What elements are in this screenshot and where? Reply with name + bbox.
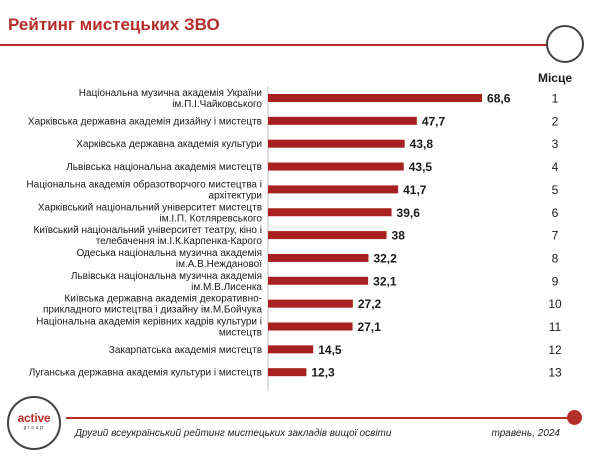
bar [268,116,417,125]
value-label: 38 [392,229,406,243]
rank-label: 3 [552,137,559,151]
category-label: Київський національний університет театр… [34,225,263,247]
rank-label: 9 [552,274,559,288]
category-label-line: Національна академія керівних кадрів кул… [36,317,262,328]
value-label: 27,2 [358,297,382,311]
category-label: Закарпатська академія мистецтв [109,345,262,356]
category-label-line: Київський національний університет театр… [34,225,262,236]
bar [268,368,307,377]
rank-label: 1 [552,92,559,106]
category-label: Київська державна академія декоративно-п… [43,294,262,316]
value-label: 32,1 [373,274,397,288]
rank-label: 8 [552,251,559,265]
category-label-line: ім.А.В.Нежданової [176,259,262,270]
value-label: 43,5 [409,160,433,174]
rank-column-header: Місце [537,71,573,85]
bar [268,162,404,171]
category-label-line: Національна музична академія України [79,88,262,99]
rank-label: 2 [552,114,559,128]
category-label: Національна академія образотворчого мист… [26,178,262,201]
active-group-logo: active group [7,396,61,450]
category-label-line: Київська державна академія декоративно- [64,294,262,305]
bar [268,322,353,331]
category-label: Харківська державна академія дизайну і м… [28,116,262,127]
value-label: 32,2 [373,251,397,265]
category-label-line: Львівська національна музична академія [71,271,262,282]
category-label-line: Одеська національна музична академія [76,248,262,259]
bar [268,231,387,240]
rank-label: 13 [548,366,562,380]
category-label-line: ім.П.І.Чайковського [172,99,262,110]
value-label: 43,8 [410,137,434,151]
category-label: Національна академія керівних кадрів кул… [36,317,262,339]
page-title: Рейтинг мистецьких ЗВО [8,15,220,34]
footer-divider [66,417,570,419]
value-label: 47,7 [422,114,446,128]
category-label-line: ім.І.П. Котляревського [159,213,262,224]
rank-label: 5 [552,183,559,197]
value-label: 27,1 [358,320,382,334]
category-label-line: Харківський національний університет мис… [38,202,262,213]
category-label-line: прикладного мистецтва і дизайну ім.М.Бой… [43,305,262,316]
bar [268,185,399,194]
bar [268,299,353,308]
bar [268,208,392,217]
value-label: 39,6 [397,206,421,220]
footer-caption: Другий всеукраїнський рейтинг мистецьких… [75,428,392,439]
rank-label: 4 [552,160,559,174]
value-label: 14,5 [318,343,342,357]
category-label: Харківський національний університет мис… [38,202,263,224]
category-label: Національна музична академія України ім.П… [79,88,263,110]
bar [268,139,405,148]
rank-label: 11 [549,320,562,334]
bar [268,276,369,285]
category-label: Львівська національна академія мистецтв [66,162,262,173]
header-divider [0,44,548,46]
bar [268,253,369,262]
rank-label: 10 [548,297,562,311]
category-label-line: Львівська національна академія мистецтв [66,162,262,173]
category-label-line: Харківська державна академія культури [76,139,262,150]
value-label: 12,3 [311,366,335,380]
value-label: 68,6 [487,92,511,106]
rank-label: 7 [552,229,559,243]
bar [268,345,314,354]
category-label-line: архітектури [209,190,262,201]
header-circle-decoration [546,25,584,63]
rank-label: 12 [548,343,562,357]
value-label: 41,7 [403,183,427,197]
category-label: Харківська державна академія культури [76,139,262,150]
category-label: Львівська національна музична академія ім… [71,271,263,293]
bar [268,94,483,102]
category-label-line: Харківська державна академія дизайну і м… [28,116,262,127]
category-label: Одеська національна музична академія ім.А… [76,248,262,270]
logo-main-text: active [17,411,51,425]
category-label-line: телебачення ім.І.К.Карпенка-Карого [96,235,263,247]
category-label-line: Національна академія образотворчого мист… [26,178,262,190]
logo-sub-text: group [23,425,45,431]
category-label-line: мистецтв [219,328,262,339]
category-label-line: Луганська державна академія культури і м… [29,368,262,379]
footer-dot-decoration [567,410,582,425]
category-label: Луганська державна академія культури і м… [29,368,262,379]
footer-date: травень, 2024 [491,428,560,439]
rank-label: 6 [552,206,559,220]
category-label-line: ім.М.В.Лисенка [191,282,262,293]
category-label-line: Закарпатська академія мистецтв [109,345,262,356]
